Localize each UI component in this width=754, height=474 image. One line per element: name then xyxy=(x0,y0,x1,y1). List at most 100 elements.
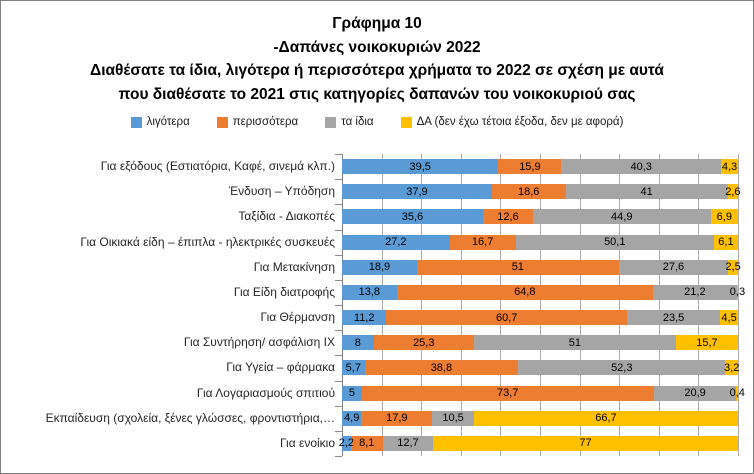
data-label: 2,6 xyxy=(725,185,741,198)
segment-more: 18,6 xyxy=(491,184,566,200)
axis-tick xyxy=(335,255,342,256)
data-label: 2,5 xyxy=(725,261,741,274)
data-label: 15,7 xyxy=(696,336,718,349)
stacked-bar: 8 25,3 51 15,7 xyxy=(342,335,738,351)
data-label: 13,8 xyxy=(358,286,380,299)
segment-same: 52,3 xyxy=(518,360,726,376)
axis-tick xyxy=(335,330,342,331)
gridline xyxy=(540,154,541,456)
segment-more: 60,7 xyxy=(386,310,627,326)
data-label: 12,7 xyxy=(397,437,419,450)
stacked-bar: 18,9 51 27,6 2,5 xyxy=(342,259,741,275)
data-label: 10,5 xyxy=(442,412,464,425)
segment-less: 35,6 xyxy=(342,209,483,225)
data-label: 20,9 xyxy=(684,387,706,400)
segment-more: 17,9 xyxy=(361,410,433,426)
data-label: 51 xyxy=(568,336,581,349)
segment-less: 27,2 xyxy=(342,234,450,250)
category-label: Για ενοίκιο xyxy=(279,435,335,450)
segment-same: 50,1 xyxy=(515,234,714,250)
data-label: 4,9 xyxy=(344,412,360,425)
segment-same: 40,3 xyxy=(561,159,721,175)
axis-tick xyxy=(335,406,342,407)
bar-row: 13,8 64,8 21,2 0,3 xyxy=(342,280,745,305)
segment-na: 3,2 xyxy=(724,360,739,376)
bar-row: 5,7 38,8 52,3 3,2 xyxy=(342,355,739,380)
category-label: Για Συντήρηση/ ασφάλιση ΙΧ xyxy=(183,335,335,350)
legend-label: περισσότερα xyxy=(232,116,299,128)
data-label: 73,7 xyxy=(497,387,519,400)
axis-tick xyxy=(335,154,342,155)
data-label: 12,6 xyxy=(497,210,519,223)
segment-na: 77 xyxy=(433,435,739,451)
gridline xyxy=(658,154,660,456)
gridline xyxy=(421,154,423,456)
legend-label: λιγότερα xyxy=(146,116,190,128)
data-label: 40,3 xyxy=(630,160,652,173)
legend-item-less: λιγότερα xyxy=(130,116,190,128)
data-label: 6,1 xyxy=(718,236,734,249)
gridline xyxy=(698,154,700,456)
category-axis-line xyxy=(342,154,343,456)
data-label: 21,2 xyxy=(684,286,706,299)
data-label: 0,4 xyxy=(729,387,745,400)
stacked-bar: 13,8 64,8 21,2 0,3 xyxy=(342,284,745,300)
bar-row: 27,2 16,7 50,1 6,1 xyxy=(342,230,738,255)
data-label: 77 xyxy=(579,437,592,450)
category-label: Για Λογαριασμούς σπιτιού xyxy=(196,385,335,400)
segment-same: 41 xyxy=(565,184,728,200)
bar-row: 18,9 51 27,6 2,5 xyxy=(342,255,741,280)
category-label: Εκπαίδευση (σχολεία, ξένες γλώσσες, φρον… xyxy=(45,410,335,425)
segment-less: 2,2 xyxy=(338,435,355,451)
bar-row: 37,9 18,6 41 2,6 xyxy=(342,179,741,204)
segment-same: 51 xyxy=(473,335,676,351)
axis-tick xyxy=(335,179,342,180)
segment-less: 5 xyxy=(342,385,362,401)
gridline xyxy=(381,154,383,456)
data-label: 41 xyxy=(640,185,653,198)
data-label: 16,7 xyxy=(471,236,494,249)
title-line-1: Γράφημα 10 xyxy=(332,15,422,32)
segment-same: 44,9 xyxy=(532,209,711,225)
segment-less: 13,8 xyxy=(342,284,397,300)
gridline xyxy=(500,154,502,456)
bar-row: 35,6 12,6 44,9 6,9 xyxy=(342,204,738,229)
axis-tick xyxy=(335,305,342,306)
data-label: 18,9 xyxy=(368,261,391,274)
stacked-bar: 27,2 16,7 50,1 6,1 xyxy=(342,234,738,250)
title-line-3: Διαθέσατε τα ίδια, λιγότερα ή περισσότερ… xyxy=(90,62,664,79)
legend-swatch-icon xyxy=(216,116,228,128)
stacked-bar: 5 73,7 20,9 0,4 xyxy=(342,385,745,401)
axis-tick xyxy=(335,355,342,356)
segment-less: 18,9 xyxy=(342,259,417,275)
segment-more: 16,7 xyxy=(449,234,516,250)
segment-same: 27,6 xyxy=(618,259,729,275)
segment-na: 2,6 xyxy=(725,184,741,200)
segment-na: 0,4 xyxy=(730,385,745,401)
segment-na: 6,1 xyxy=(713,234,738,250)
data-label: 35,6 xyxy=(401,210,424,223)
data-label: 2,2 xyxy=(338,437,355,450)
legend-swatch-icon xyxy=(130,116,142,128)
legend-item-more: περισσότερα xyxy=(216,116,299,128)
stacked-bar: 37,9 18,6 41 2,6 xyxy=(342,184,741,200)
legend-item-same: τα ίδια xyxy=(325,116,374,128)
data-label: 15,9 xyxy=(519,160,541,173)
segment-more: 64,8 xyxy=(396,284,653,300)
segment-na: 15,7 xyxy=(675,335,738,351)
segment-more: 73,7 xyxy=(361,385,654,401)
category-label: Για εξόδους (Εστιατόρια, Καφέ, σινεμά κλ… xyxy=(100,159,335,173)
axis-tick xyxy=(335,204,342,205)
segment-same: 21,2 xyxy=(652,284,737,300)
legend: λιγότερα περισσότερα τα ίδια ΔΑ (δεν έχω τέ… xyxy=(1,116,753,128)
category-label: Για Θέρμανση xyxy=(260,310,335,324)
data-label: 4,5 xyxy=(721,311,737,324)
chart-title: Γράφημα 10 -Δαπάνες νοικοκυριών 2022 Δια… xyxy=(1,12,753,106)
segment-na: 0,3 xyxy=(730,284,745,300)
stacked-bar: 39,5 15,9 40,3 4,3 xyxy=(342,159,739,175)
data-label: 37,9 xyxy=(406,185,428,198)
data-label: 4,3 xyxy=(721,160,738,173)
data-label: 64,8 xyxy=(514,286,536,299)
gridline xyxy=(460,154,462,456)
